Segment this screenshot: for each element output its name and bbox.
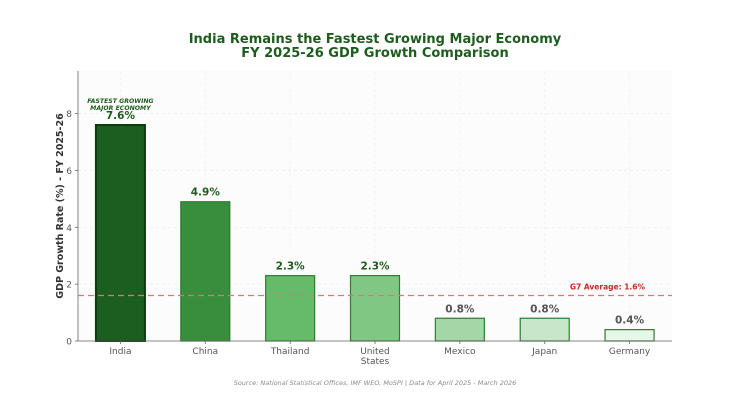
value-label-4: 0.8% <box>445 303 475 315</box>
y-tick-label-1: 2 <box>66 281 72 291</box>
value-label-6: 0.4% <box>615 315 645 327</box>
annotation-line-0: FASTEST GROWING <box>87 98 153 105</box>
bar-3 <box>349 275 401 342</box>
bar-0 <box>94 124 146 342</box>
value-label-2: 2.3% <box>276 261 306 273</box>
y-tick-label-3: 6 <box>66 167 72 177</box>
x-tick-label-2: Thailand <box>270 347 310 357</box>
y-tick-label-0: 0 <box>66 338 72 348</box>
y-tick-label-4: 8 <box>66 110 72 120</box>
chart-title-line-1: India Remains the Fastest Growing Major … <box>188 32 562 47</box>
reference-line-label: G7 Average: 1.6% <box>570 283 646 292</box>
x-tick-label-5: Japan <box>531 347 557 357</box>
source-note: Source: National Statistical Offices, IM… <box>233 379 517 387</box>
bar-5 <box>519 317 570 342</box>
bar-4 <box>434 317 485 342</box>
value-label-3: 2.3% <box>360 261 390 273</box>
x-tick-label-1: China <box>192 347 218 357</box>
value-label-5: 0.8% <box>530 303 560 315</box>
x-tick-label-0: India <box>109 347 131 357</box>
x-tick-label-6: Germany <box>609 347 651 357</box>
annotation-line-1: MAJOR ECONOMY <box>90 105 151 112</box>
bar-2 <box>265 275 316 342</box>
x-tick-label-4: Mexico <box>444 347 476 357</box>
y-axis-title: GDP Growth Rate (%) - FY 2025-26 <box>55 113 66 299</box>
x-tick-label-3: United States <box>360 347 390 367</box>
value-label-1: 4.9% <box>191 187 221 199</box>
y-tick-label-2: 4 <box>66 224 72 234</box>
chart-title-line-2: FY 2025-26 GDP Growth Comparison <box>241 46 509 61</box>
bar-6 <box>604 329 655 342</box>
bar-1 <box>180 201 231 342</box>
value-label-0: 7.6% <box>106 110 136 122</box>
